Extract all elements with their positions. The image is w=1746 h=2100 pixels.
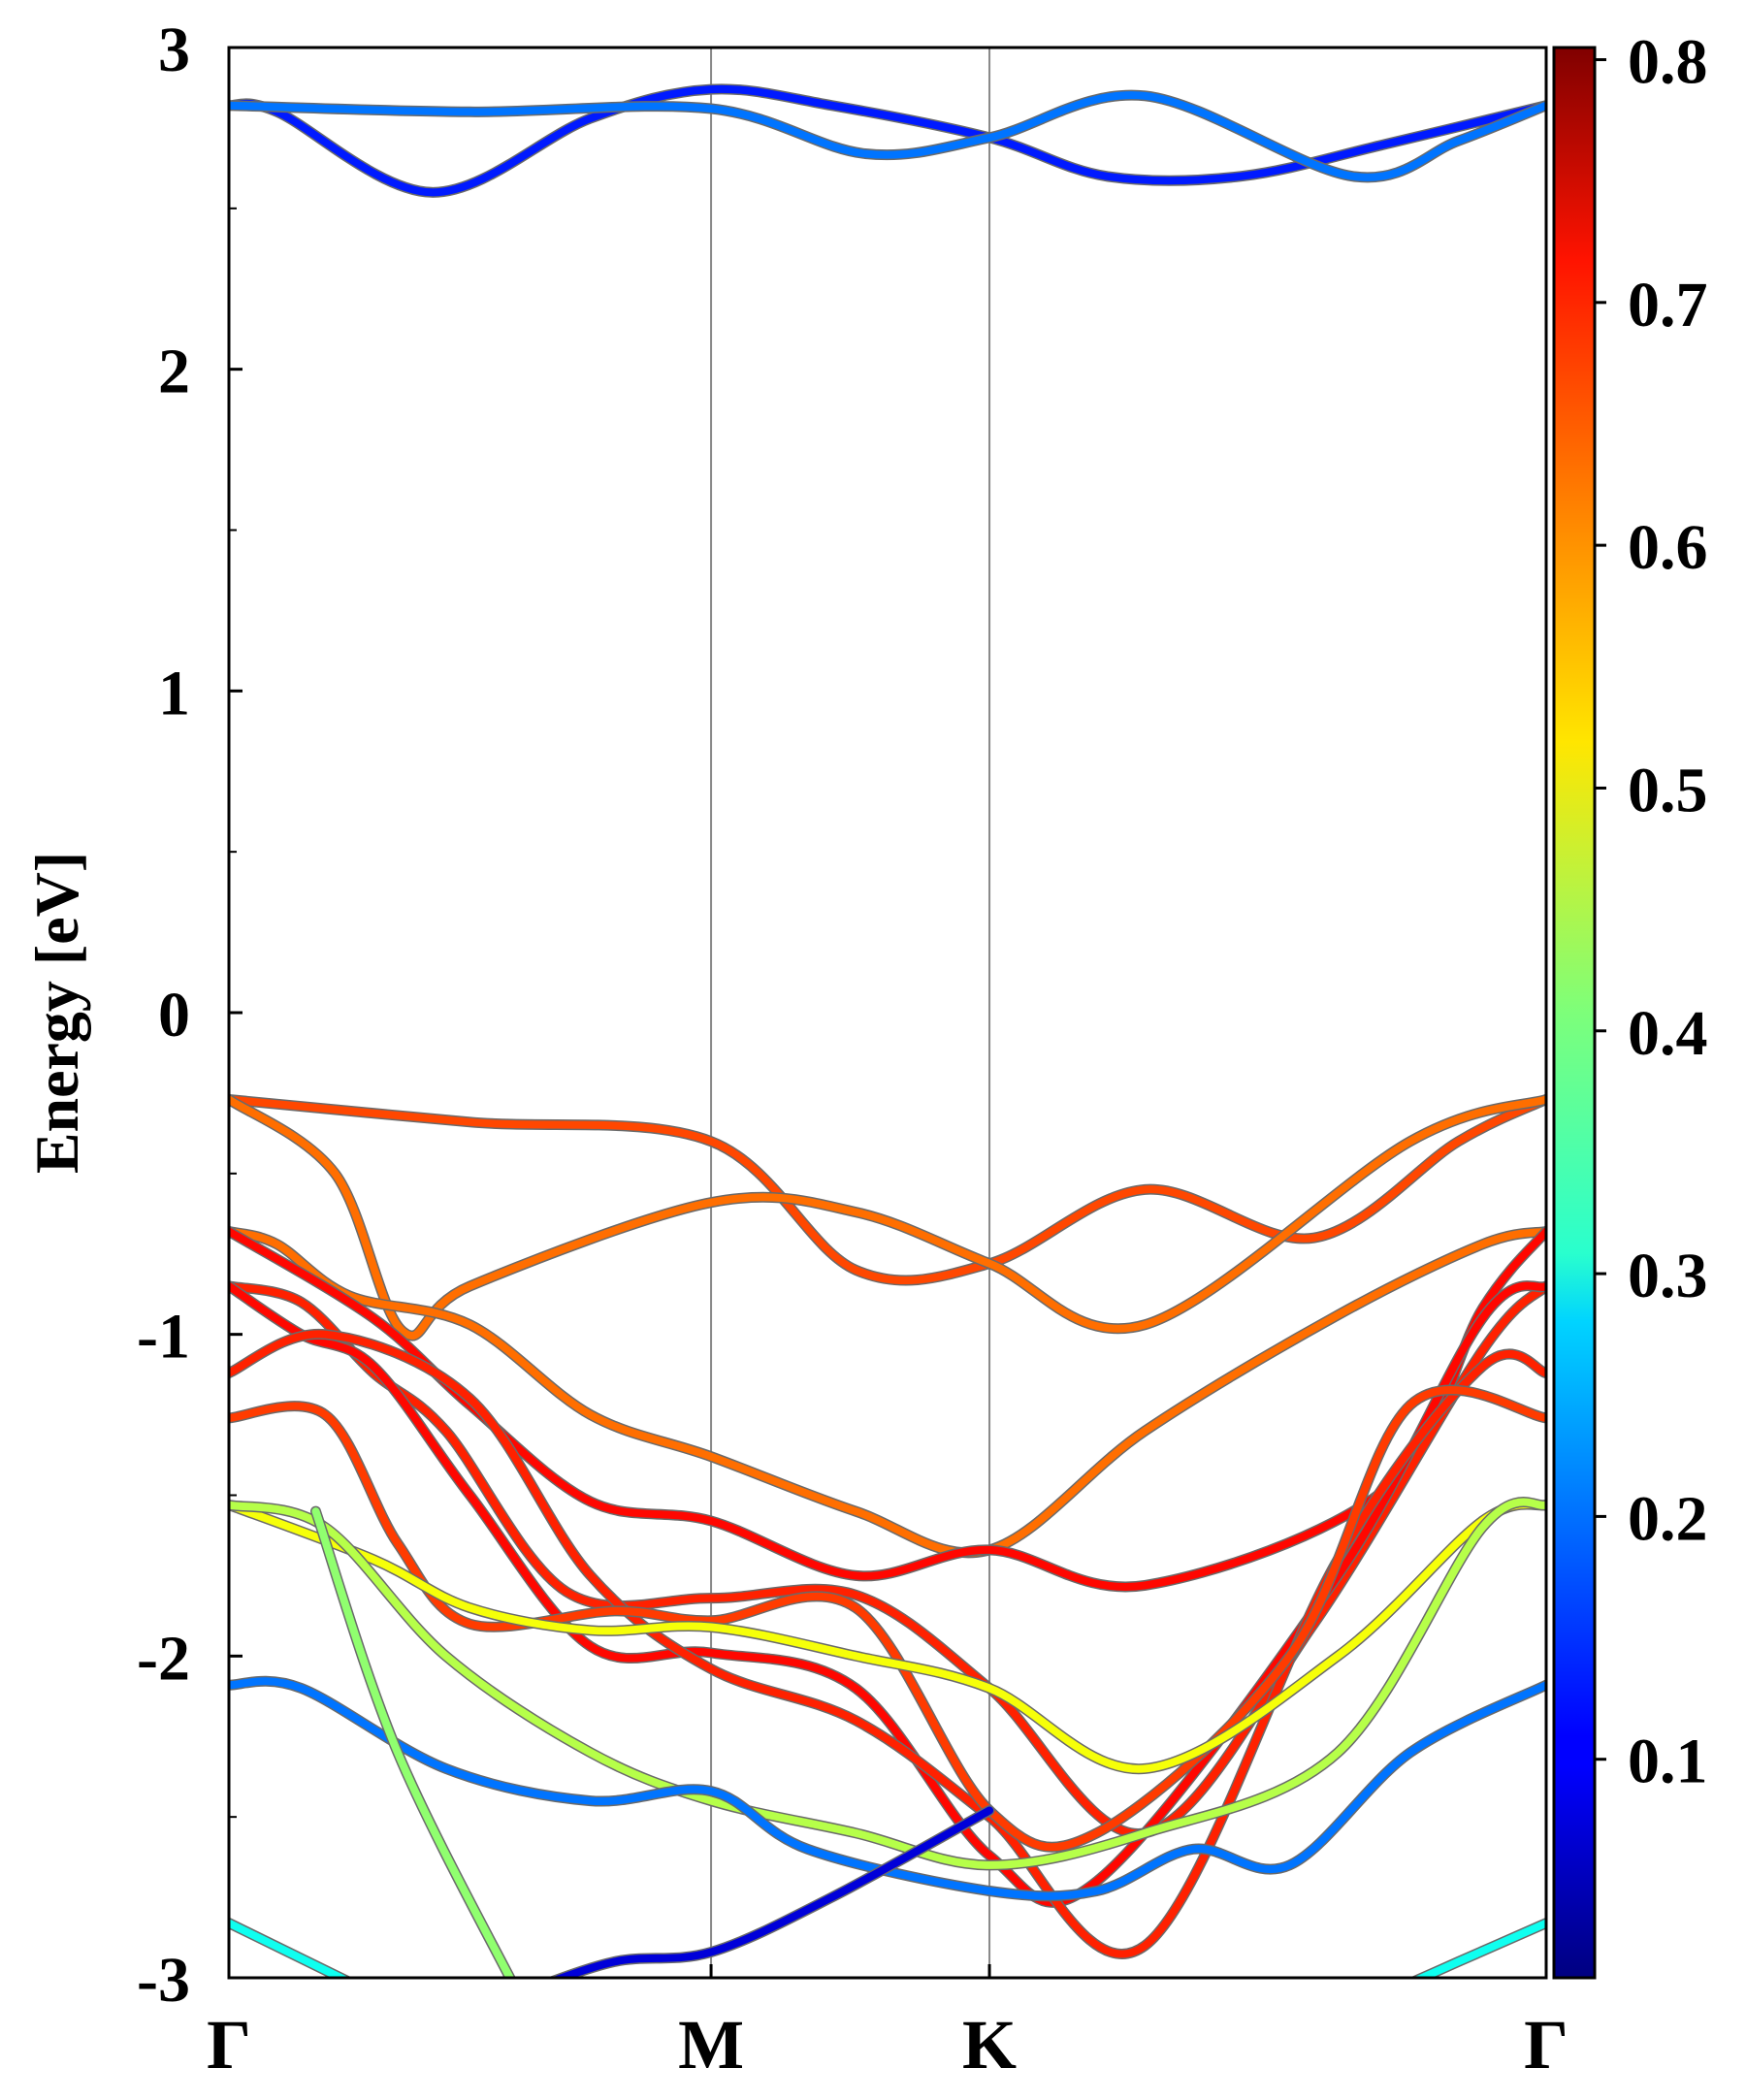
colorbar-tick-label: 0.3 [1628,1241,1708,1311]
band-line [229,1330,1546,1958]
colorbar-tick-label: 0.7 [1628,270,1708,340]
band-line [550,1806,994,1978]
colorbar-tick-label: 0.1 [1628,1727,1708,1797]
band-line [229,1095,1546,1285]
y-tick-label: -1 [137,1302,190,1373]
band-line [229,1500,1546,1773]
band-line [229,1677,1546,1900]
band-line [229,1281,1546,1907]
band-line [229,1095,1546,1341]
band-line [311,1507,515,1978]
y-tick-label: 3 [158,15,190,85]
y-tick-label: 2 [158,337,190,407]
y-axis-ticks: 3 2 1 0 -1 -2 -3 [137,15,242,2016]
band-outline [229,1384,1546,1853]
band-line [229,91,1546,181]
colorbar-tick-label: 0.4 [1628,998,1708,1069]
y-tick-label: 1 [158,658,190,728]
y-tick-label: 0 [158,980,190,1050]
kpoint-label: K [962,2006,1017,2084]
band-line [229,1227,1546,1557]
band-line [229,1919,350,1978]
y-tick-label: -2 [137,1623,190,1694]
colorbar-tick-label: 0.5 [1628,755,1708,825]
colorbar-tick-label: 0.2 [1628,1483,1708,1554]
band-line [229,1385,1546,1852]
y-axis-label: Energy [eV] [22,852,91,1174]
colorbar-ticks: 0.1 0.2 0.3 0.4 0.5 0.6 0.7 0.8 [1595,27,1708,1797]
kpoint-label: Γ [1524,2006,1568,2084]
colorbar-tick-label: 0.8 [1628,27,1708,98]
y-tick-label: -3 [137,1945,190,2016]
kpoint-label: M [678,2006,744,2084]
band-line [1412,1919,1546,1978]
band-curves [229,83,1546,1978]
kpoint-label: Γ [207,2006,251,2084]
band-line [229,1498,1546,1869]
colorbar [1552,46,1597,1980]
colorbar-tick-label: 0.6 [1628,512,1708,583]
plot-frame [227,46,1548,1980]
